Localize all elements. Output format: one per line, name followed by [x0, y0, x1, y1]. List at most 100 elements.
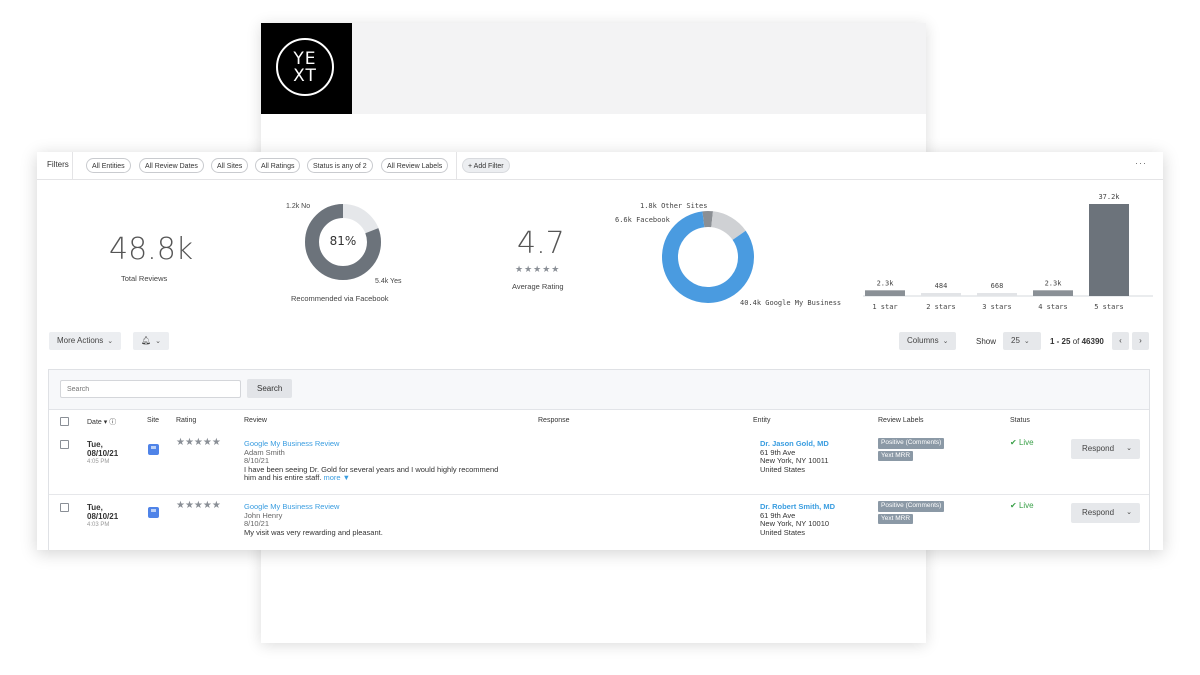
- recommend-donut: [305, 204, 381, 280]
- divider: [456, 152, 457, 179]
- review-content: Google My Business Review Adam Smith 8/1…: [244, 439, 499, 483]
- review-author: John Henry: [244, 510, 283, 520]
- page-range: 1 - 25: [1050, 337, 1071, 346]
- entity-link[interactable]: Dr. Robert Smith, MD: [760, 502, 836, 511]
- search-input[interactable]: [60, 380, 241, 398]
- row-checkbox[interactable]: [60, 503, 69, 512]
- total-count: 46390: [1081, 337, 1104, 346]
- table-header: Date ▾ ⓘ Site Rating Review Response Ent…: [49, 409, 1149, 433]
- select-all-checkbox[interactable]: [60, 417, 69, 426]
- filter-sites[interactable]: All Sites: [211, 158, 249, 173]
- add-filter-button[interactable]: + Add Filter: [462, 158, 510, 173]
- bar-5-stars: [1089, 204, 1129, 296]
- donut-yes-segment: [305, 204, 381, 280]
- filter-entities[interactable]: All Entities: [86, 158, 131, 173]
- review-day: Tue,: [87, 440, 103, 449]
- pagination-summary: 1 - 25 of 46390: [1050, 337, 1104, 346]
- next-page-button[interactable]: ›: [1132, 332, 1149, 350]
- review-date: Tue, 08/10/21 4:03 PM: [87, 503, 119, 530]
- row-checkbox[interactable]: [60, 440, 69, 449]
- bar-category-label: 3 stars: [982, 303, 1012, 311]
- review-title-link[interactable]: Google My Business Review: [244, 439, 340, 448]
- review-date-value: 08/10/21: [87, 511, 119, 521]
- more-actions-button[interactable]: More Actions ⌄: [49, 332, 122, 350]
- entity-address-line2: New York, NY 10011: [760, 456, 829, 465]
- respond-button[interactable]: Respond ⌄: [1071, 503, 1140, 523]
- bar-category-label: 5 stars: [1094, 303, 1124, 311]
- label-tag: Yext MRR: [878, 450, 914, 461]
- search-button[interactable]: Search: [247, 379, 293, 398]
- header-bar: [352, 23, 926, 114]
- entity-link[interactable]: Dr. Jason Gold, MD: [760, 439, 829, 448]
- date-header[interactable]: Date ▾ ⓘ: [87, 417, 116, 427]
- status-live: ✔ Live: [1010, 438, 1034, 447]
- sites-donut-segment-2: [662, 211, 754, 303]
- more-link[interactable]: more ▼: [323, 473, 351, 482]
- more-actions-label: More Actions: [57, 336, 104, 345]
- table-row: Tue, 08/10/21 4:03 PM ★★★★★ Google My Bu…: [49, 495, 1149, 550]
- review-text: I have been seeing Dr. Gold for several …: [244, 464, 499, 474]
- status-live: ✔ Live: [1010, 501, 1034, 510]
- reviews-table: Search Date ▾ ⓘ Site Rating Review Respo…: [48, 369, 1150, 550]
- filter-review-dates[interactable]: All Review Dates: [139, 158, 204, 173]
- review-time: 4:05 PM: [87, 459, 110, 465]
- yext-logo: YE XT: [261, 23, 352, 114]
- more-options-icon[interactable]: ···: [1135, 158, 1147, 168]
- entity-address-line3: United States: [760, 464, 806, 474]
- recommend-percent: 81%: [329, 234, 357, 248]
- average-rating-label: Average Rating: [512, 282, 564, 291]
- bar-value-label: 484: [935, 282, 948, 290]
- average-rating-stars: ★★★★★: [515, 264, 561, 274]
- chevron-down-icon: ⌄: [1126, 445, 1132, 452]
- entity-address-line2: New York, NY 10010: [760, 519, 830, 528]
- alerts-button[interactable]: 🔔︎ ⌄: [133, 332, 170, 350]
- table-row: Tue, 08/10/21 4:05 PM ★★★★★ Google My Bu…: [49, 432, 1149, 495]
- date-header-label: Date: [87, 419, 102, 426]
- bar-category-label: 2 stars: [926, 303, 956, 311]
- filter-ratings[interactable]: All Ratings: [255, 158, 301, 173]
- review-title-link[interactable]: Google My Business Review: [244, 502, 340, 511]
- filter-review-labels[interactable]: All Review Labels: [381, 158, 449, 173]
- bell-icon: 🔔︎: [141, 336, 152, 345]
- review-date-line: 8/10/21: [244, 456, 270, 465]
- response-header: Response: [538, 417, 570, 424]
- logo-top-text: YE: [293, 49, 317, 69]
- respond-button[interactable]: Respond ⌄: [1071, 439, 1140, 459]
- review-header: Review: [244, 417, 267, 424]
- review-date-line: 8/10/21: [244, 519, 270, 528]
- chevron-down-icon: ⌄: [155, 338, 162, 345]
- sites-label-google: 40.4k Google My Business: [740, 299, 842, 307]
- respond-label: Respond: [1082, 508, 1115, 517]
- bar-3-stars: [977, 293, 1017, 296]
- review-day: Tue,: [87, 503, 103, 512]
- respond-label: Respond: [1082, 444, 1115, 453]
- entity-address-line3: United States: [760, 527, 806, 537]
- site-header: Site: [147, 417, 160, 424]
- bar-2-stars: [921, 293, 961, 296]
- label-tag: Yext MRR: [878, 513, 914, 524]
- review-labels: Positive (Comments) Yext MRR: [878, 438, 945, 463]
- page-size-select[interactable]: 25 ⌄: [1003, 332, 1041, 350]
- review-author: Adam Smith: [244, 447, 285, 457]
- show-label: Show: [976, 337, 997, 346]
- status-text: Live: [1018, 438, 1034, 447]
- check-icon: ✔: [1010, 438, 1017, 447]
- review-time: 4:03 PM: [87, 522, 110, 528]
- review-labels-header: Review Labels: [878, 417, 924, 424]
- filter-bar: Filters All Entities All Review Dates Al…: [37, 152, 1163, 180]
- rating-distribution-chart: 2.3k 1 star 484 2 stars 668 3 stars 2.3k 4 star…: [863, 193, 1153, 311]
- page-size-value: 25: [1011, 336, 1020, 345]
- bar-value-label: 2.3k: [877, 279, 895, 287]
- recommend-no-label: 1.2k No: [286, 203, 311, 210]
- bar-category-label: 4 stars: [1038, 303, 1068, 311]
- bar-4-stars: [1033, 290, 1073, 296]
- total-reviews-label: Total Reviews: [121, 274, 168, 283]
- columns-button[interactable]: Columns ⌄: [899, 332, 957, 350]
- sites-label-other: 1.8k Other Sites: [640, 202, 708, 210]
- filter-status[interactable]: Status is any of 2: [307, 158, 373, 173]
- rating-stars: ★★★★★: [176, 437, 221, 448]
- chevron-down-icon: ⌄: [1023, 338, 1030, 345]
- bar-category-label: 1 star: [872, 303, 897, 311]
- prev-page-button[interactable]: ‹: [1112, 332, 1129, 350]
- reviews-panel: Filters All Entities All Review Dates Al…: [37, 152, 1163, 550]
